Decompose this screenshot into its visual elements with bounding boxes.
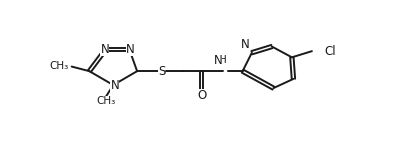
Text: N: N xyxy=(110,78,119,92)
Text: CH₃: CH₃ xyxy=(96,96,115,106)
Text: N: N xyxy=(126,43,134,56)
Text: S: S xyxy=(158,65,165,78)
Text: N: N xyxy=(100,43,109,56)
Text: CH₃: CH₃ xyxy=(50,61,69,71)
Text: N: N xyxy=(241,38,250,52)
Text: Cl: Cl xyxy=(324,45,336,58)
Text: H: H xyxy=(219,55,226,65)
Text: N: N xyxy=(213,54,222,67)
Text: O: O xyxy=(197,89,206,102)
